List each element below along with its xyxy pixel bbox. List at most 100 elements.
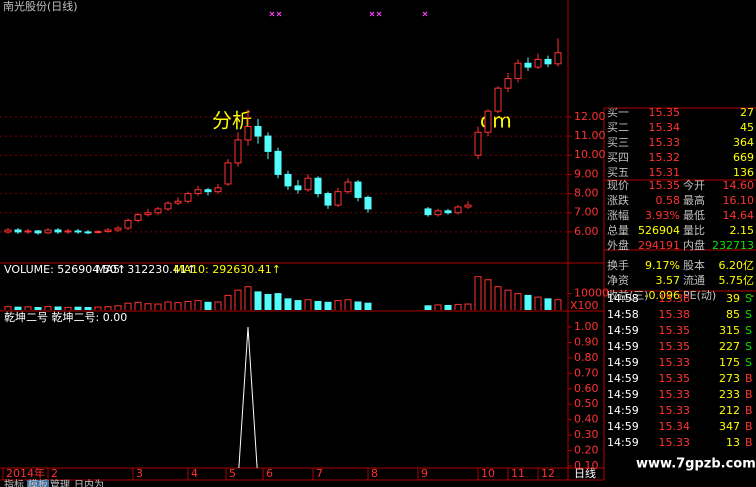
candle-body: [254, 125, 262, 137]
tick-time: 14:59: [607, 404, 639, 417]
candle-body: [14, 229, 22, 233]
stat-value: 294191: [638, 239, 680, 252]
panel: [4, 276, 562, 310]
candle-body: [244, 125, 252, 141]
candle-body: [554, 52, 562, 65]
tick-volume: 273: [719, 372, 740, 385]
stat-label: 最高: [683, 193, 705, 207]
x-tick-label: 2014年: [6, 466, 45, 480]
volume-bar: [524, 294, 532, 310]
volume-bar: [294, 300, 302, 310]
quote-panel: 买一 15.35 27 买二 15.34 45 买三 15.33 364 买四 15.32 669 买五…: [607, 106, 755, 449]
tick-time: 14:58: [607, 308, 639, 321]
tick-side: S: [745, 292, 752, 305]
candle-body: [204, 189, 212, 193]
stat-value: 14.64: [723, 209, 755, 222]
stat-value: 2.15: [730, 224, 755, 237]
panel: [238, 327, 258, 468]
tick-side: B: [745, 372, 753, 385]
x-tick-label: 7: [316, 467, 323, 480]
tick-volume: 39: [726, 292, 740, 305]
stat-label: 现价: [607, 179, 629, 192]
stat-label: 净资: [607, 273, 629, 287]
tick-volume: 212: [719, 404, 740, 417]
candle-body: [114, 227, 122, 231]
tick-price: 15.35: [659, 372, 691, 385]
tick-volume: 315: [719, 324, 740, 337]
bid-volume: 364: [733, 136, 754, 149]
tick-price: 15.33: [659, 404, 691, 417]
tick-time: 14:59: [607, 388, 639, 401]
tick-volume: 233: [719, 388, 740, 401]
candle-body: [124, 219, 132, 229]
volume-bar: [534, 296, 542, 310]
volume-bar: [144, 303, 152, 310]
candle-body: [184, 193, 192, 202]
stat-value: -: [750, 289, 754, 302]
tick-side: S: [745, 340, 752, 353]
stat-value: 3.93%: [645, 209, 680, 222]
x-tick-label: 4: [191, 467, 198, 480]
bid-price: 15.35: [649, 106, 681, 119]
tick-side: B: [745, 388, 753, 401]
stat-label: 流通: [683, 273, 705, 287]
candle-body: [544, 58, 552, 65]
stat-value: 9.17%: [645, 259, 680, 272]
volume-bar: [344, 299, 352, 310]
stat-value: 15.35: [649, 179, 681, 192]
volume-bar: [354, 301, 362, 310]
volume-bar: [74, 306, 82, 310]
y-tick-label: 7.00: [574, 206, 599, 219]
bid-price: 15.33: [649, 136, 681, 149]
bid-price: 15.34: [649, 121, 681, 134]
panel-header: MA10: 292630.41↑: [174, 263, 281, 276]
candle-body: [314, 177, 322, 195]
candle-body: [54, 229, 62, 233]
y-tick-label: 1.00: [574, 320, 599, 333]
candle-body: [324, 193, 332, 206]
volume-bar: [334, 300, 342, 310]
candle-body: [24, 230, 32, 233]
toolbar-tab: 模板: [28, 478, 48, 487]
tick-time: 14:59: [607, 372, 639, 385]
candle-body: [514, 62, 522, 80]
tick-time: 14:59: [607, 356, 639, 369]
volume-bar: [94, 306, 102, 310]
volume-bar: [284, 298, 292, 310]
toolbar-tab: 管理: [50, 478, 70, 487]
x-tick-label: 11: [511, 467, 525, 480]
volume-bar: [324, 301, 332, 310]
candle-body: [94, 231, 102, 234]
volume-bar: [244, 286, 252, 310]
tick-price: 15.35: [659, 324, 691, 337]
volume-bar: [454, 303, 462, 310]
volume-bar: [264, 294, 272, 310]
candle-body: [194, 189, 202, 195]
tick-price: 15.33: [659, 356, 691, 369]
tick-side: S: [745, 324, 752, 337]
bid-label: 买二: [607, 121, 629, 134]
volume-bar: [434, 304, 442, 310]
volume-bar: [174, 302, 182, 310]
x-tick-label: 9: [421, 467, 428, 480]
bid-label: 买一: [607, 106, 629, 119]
y-tick-label: 0.50: [574, 397, 599, 410]
candle-body: [174, 200, 182, 204]
volume-bar: [474, 276, 482, 310]
bid-price: 15.31: [649, 166, 681, 179]
candle-body: [494, 87, 502, 112]
tick-side: S: [745, 308, 752, 321]
volume-bar: [424, 305, 432, 310]
stat-label: 换手: [607, 258, 629, 272]
volume-bar: [364, 302, 372, 310]
candle-body: [304, 177, 312, 191]
volume-bar: [314, 300, 322, 310]
volume-bar: [114, 305, 122, 310]
watermark: www.7gpzb.com: [636, 457, 756, 472]
candle-body: [334, 191, 342, 206]
y-tick-label: 0.90: [574, 335, 599, 348]
stat-value: 16.10: [723, 194, 755, 207]
candle-body: [34, 230, 42, 234]
tick-time: 14:59: [607, 340, 639, 353]
